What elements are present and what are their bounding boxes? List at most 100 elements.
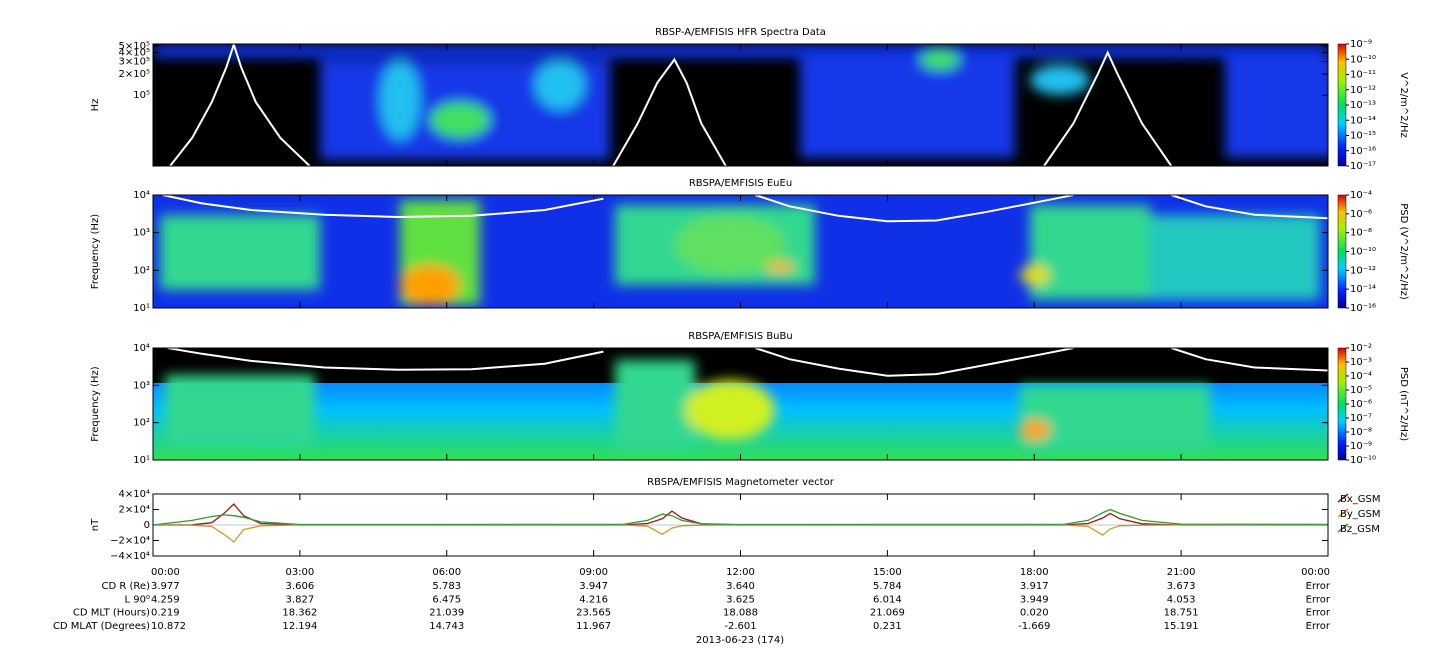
colorbar-tick-label: 10⁻⁸: [1350, 427, 1372, 438]
ephemeris-value: 3.977: [151, 581, 180, 592]
colorbar-tick-label: 10⁻⁸: [1350, 228, 1372, 239]
x-tick-label: 06:00: [432, 567, 461, 578]
colorbar-label: PSD (nT^2/Hz): [1398, 367, 1409, 441]
spectrogram-bubu: [153, 348, 1328, 460]
x-tick-label: 21:00: [1167, 567, 1196, 578]
ephemeris-value: 0.219: [151, 608, 180, 619]
series-line: [167, 347, 1329, 377]
ephemeris-value: 11.967: [576, 621, 611, 632]
plot-frame: [152, 493, 1329, 557]
x-tick-label: 18:00: [1020, 567, 1049, 578]
legend-label: Bz_GSM: [1340, 524, 1380, 535]
colorbar-tick-label: 10⁻⁴: [1350, 190, 1372, 201]
colorbar-label: V^2/m^2/Hz: [1398, 72, 1409, 138]
colorbar-tick-label: 10⁻²: [1350, 343, 1372, 354]
colorbar-tick-label: 10⁻¹⁶: [1350, 146, 1376, 157]
colorbar-tick-label: 10⁻⁶: [1350, 209, 1372, 220]
colorbar-tick-label: 10⁻¹⁵: [1350, 131, 1376, 142]
ephemeris-value: 3.625: [726, 594, 755, 605]
y-tick-label: 10²: [133, 265, 150, 276]
y-tick-label: 10¹: [133, 303, 150, 314]
ephemeris-value: 21.069: [870, 608, 905, 619]
y-tick-label: 10¹: [133, 455, 150, 466]
series-line: [152, 503, 1328, 526]
series-line: [162, 194, 1329, 223]
ephemeris-value: 3.673: [1167, 581, 1196, 592]
series-line: [152, 508, 1329, 526]
x-tick-label: 15:00: [873, 567, 902, 578]
ephemeris-value: Error: [1306, 594, 1331, 605]
colorbar-tick-label: 10⁻³: [1350, 357, 1372, 368]
legend-label: Bx_GSM: [1340, 494, 1381, 505]
ephemeris-value: 18.362: [282, 608, 317, 619]
ephemeris-value: 23.565: [576, 608, 611, 619]
panel-title: RBSPA/EMFISIS EuEu: [689, 178, 792, 189]
ephemeris-value: 21.039: [429, 608, 464, 619]
colorbar-tick-label: 10⁻⁹: [1350, 441, 1372, 452]
series-line: [169, 41, 1173, 167]
colorbar-tick-label: 10⁻¹⁷: [1350, 161, 1376, 172]
colorbar: [1337, 347, 1347, 461]
x-tick-label: 03:00: [285, 567, 314, 578]
plot-frame: [152, 347, 1329, 461]
y-tick-label: 10⁵: [133, 90, 150, 101]
legend-swatch: [1337, 493, 1349, 503]
ephemeris-value: 3.640: [726, 581, 755, 592]
y-tick-label: 10³: [133, 228, 150, 239]
colorbar-tick-label: 10⁻¹⁴: [1350, 115, 1376, 126]
colorbar-tick-label: 10⁻¹⁰: [1350, 455, 1376, 466]
ephemeris-value: 15.191: [1164, 621, 1199, 632]
y-tick-label: 4×10⁴: [119, 489, 150, 500]
ephemeris-value: Error: [1306, 581, 1331, 592]
y-tick-label: 3×10⁵: [119, 56, 150, 67]
colorbar-label: PSD (V^2/m^2/Hz): [1398, 203, 1409, 300]
y-tick-label: 2×10⁵: [119, 69, 150, 80]
ephemeris-value: 3.949: [1020, 594, 1049, 605]
colorbar-tick-label: 10⁻¹⁶: [1350, 303, 1376, 314]
panel-title: RBSPA/EMFISIS Magnetometer vector: [647, 477, 835, 488]
colorbar-tick-label: 10⁻⁶: [1350, 399, 1372, 410]
ephemeris-value: 6.014: [873, 594, 902, 605]
ephemeris-value: 5.783: [432, 581, 461, 592]
series-line: [152, 524, 1328, 543]
x-tick-label: 00:00: [1301, 567, 1330, 578]
ephemeris-value: 18.751: [1164, 608, 1199, 619]
ephemeris-value: Error: [1306, 621, 1331, 632]
y-tick-label: 4×10⁵: [119, 48, 150, 59]
y-axis-label: Frequency (Hz): [90, 366, 101, 442]
y-axis-label: Hz: [90, 99, 101, 112]
ephemeris-label: CD MLAT (Degrees): [53, 621, 150, 632]
colorbar-tick-label: 10⁻⁴: [1350, 371, 1372, 382]
ephemeris-value: 0.020: [1020, 608, 1049, 619]
ephemeris-value: 3.606: [286, 581, 315, 592]
ephemeris-value: 3.947: [579, 581, 608, 592]
plot-frame: [152, 194, 1329, 309]
ephemeris-value: 0.231: [873, 621, 902, 632]
colorbar-tick-label: 10⁻⁹: [1350, 39, 1372, 50]
x-tick-label: 12:00: [726, 567, 755, 578]
ephemeris-value: 4.259: [151, 594, 180, 605]
ephemeris-label: CD R (Re): [102, 581, 151, 592]
ephemeris-value: 5.784: [873, 581, 902, 592]
ephemeris-value: 12.194: [282, 621, 317, 632]
ephemeris-value: 10.872: [151, 621, 186, 632]
ephemeris-label: CD MLT (Hours): [73, 608, 150, 619]
ephemeris-value: 6.475: [432, 594, 461, 605]
colorbar-tick-label: 10⁻¹²: [1350, 85, 1376, 96]
colorbar: [1337, 43, 1347, 167]
ephemeris-value: 3.827: [286, 594, 315, 605]
y-axis-label: Frequency (Hz): [90, 214, 101, 290]
plot-frame: [152, 43, 1329, 167]
colorbar-tick-label: 10⁻¹¹: [1350, 70, 1376, 81]
colorbar-tick-label: 10⁻¹⁰: [1350, 54, 1376, 65]
y-axis-label: nT: [90, 518, 101, 531]
ephemeris-label: L 90⁰: [125, 594, 150, 605]
panel-title: RBSP-A/EMFISIS HFR Spectra Data: [655, 27, 826, 38]
panel-title: RBSPA/EMFISIS BuBu: [688, 331, 792, 342]
y-tick-label: 10⁴: [133, 343, 150, 354]
y-tick-label: 10⁴: [133, 190, 150, 201]
y-tick-label: 0: [144, 520, 150, 531]
spectrogram-eueu: [153, 195, 1328, 308]
ephemeris-value: 3.917: [1020, 581, 1049, 592]
